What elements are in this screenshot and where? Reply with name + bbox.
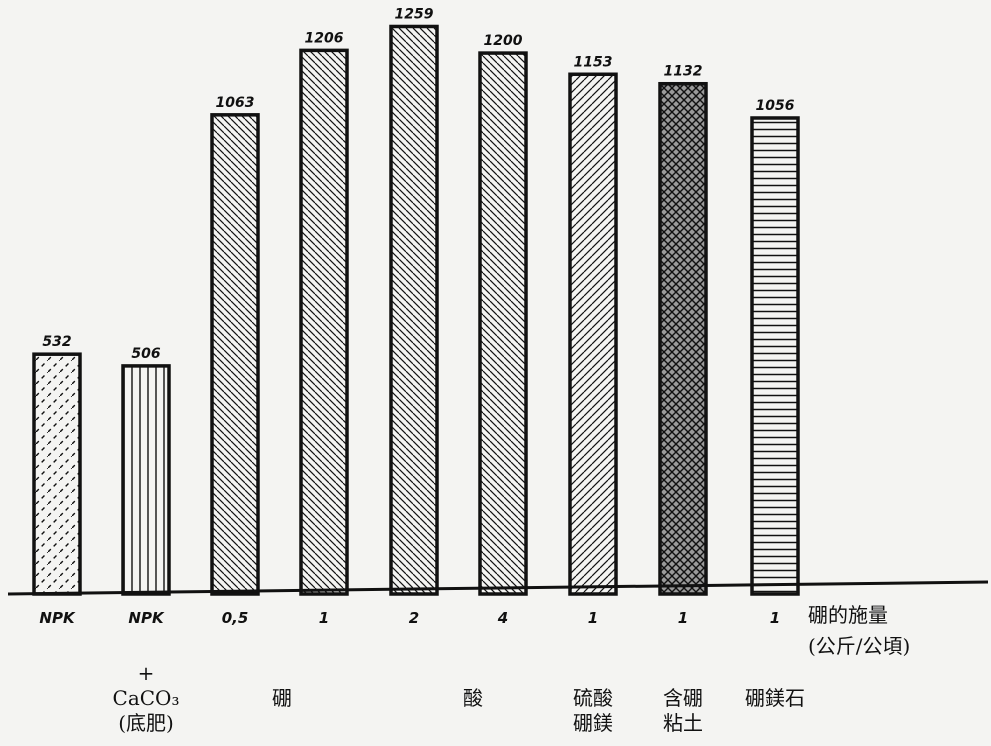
x-tick-label-8: 1: [770, 609, 780, 627]
group-label-4-line-1: 粘土: [663, 711, 703, 735]
bar-7: [658, 81, 708, 596]
x-tick-label-7: 1: [678, 609, 688, 627]
group-label-3-line-0: 硫酸: [573, 686, 613, 710]
x-axis-line: [7, 580, 989, 596]
x-tick-label-2: 0,5: [222, 609, 249, 627]
group-label-0-line-0: +: [138, 661, 155, 685]
value-label-4: 1259: [395, 6, 434, 22]
value-label-7: 1132: [664, 64, 703, 80]
value-label-3: 1206: [305, 30, 344, 46]
value-label-2: 1063: [216, 95, 255, 111]
x-axis-label-line-2: (公斤/公頃): [808, 634, 910, 658]
bar-5: [478, 51, 528, 596]
x-tick-label-4: 2: [409, 609, 419, 627]
bar-3: [299, 48, 349, 596]
x-tick-label-5: 4: [497, 609, 508, 627]
labels-layer: 532NPK506NPK10630,5120611259212004115311…: [39, 6, 910, 735]
value-label-6: 1153: [574, 54, 613, 70]
x-axis-label-line-1: 硼的施量: [808, 603, 888, 627]
group-label-2-line-0: 酸: [463, 686, 483, 710]
group-label-1-line-0: 硼: [272, 686, 292, 710]
value-label-8: 1056: [756, 98, 795, 114]
x-tick-label-3: 1: [319, 609, 329, 627]
value-label-0: 532: [42, 334, 71, 350]
value-label-1: 506: [131, 346, 160, 362]
bar-1: [121, 364, 171, 596]
group-label-4-line-0: 含硼: [663, 686, 703, 710]
bar-0: [32, 352, 82, 596]
group-label-5-line-0: 硼鎂石: [745, 686, 805, 710]
group-label-3-line-1: 硼鎂: [573, 711, 613, 735]
x-tick-label-1: NPK: [128, 609, 165, 627]
bar-6: [568, 72, 618, 596]
x-tick-label-0: NPK: [39, 609, 76, 627]
group-label-0-line-2: (底肥): [118, 711, 174, 735]
bars-layer: [32, 24, 800, 596]
bar-2: [210, 113, 260, 596]
bar-4: [389, 24, 439, 596]
value-label-5: 1200: [484, 33, 523, 49]
group-label-0-line-1: CaCO₃: [113, 686, 180, 710]
x-tick-label-6: 1: [588, 609, 598, 627]
bar-8: [750, 116, 800, 596]
